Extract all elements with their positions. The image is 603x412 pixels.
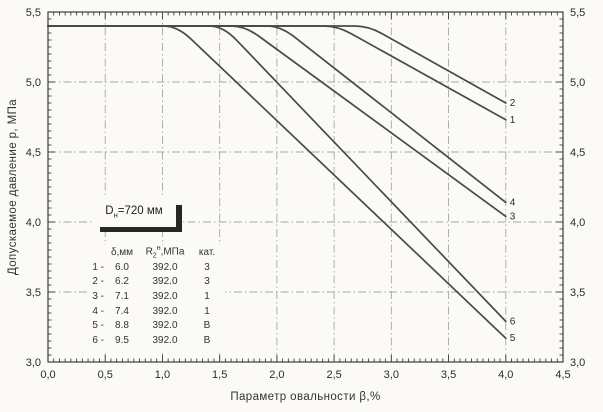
y-tick-label-right: 5,0 [570,77,585,89]
y-tick-label-left: 3,5 [26,287,41,299]
legend-cell: 1 [204,305,210,317]
tick-labels: 0,0 0,5 1,0 1,5 2,0 2,5 3,0 3,5 4,0 4,53,0 3,03,5 3… [26,7,586,381]
y-axis-title: Допускаемое давление p, МПа [7,98,19,276]
legend-header-delta: δ,мм [110,247,134,258]
legend-header-resistance: R2н,МПа [145,245,185,260]
y-tick-label-right: 5,5 [570,7,585,19]
legend-cell: 3 [204,261,210,273]
legend-table-row: 3 - 7.1 392.0 1 [88,289,221,304]
x-tick-label: 1,5 [212,369,227,381]
legend-table-row: 4 - 7.4 392.0 1 [88,304,221,319]
legend-cell: 9.5 [115,334,129,346]
legend-cell: 392.0 [152,290,178,302]
curve-4 [47,25,507,204]
x-tick-label: 4,0 [498,369,513,381]
y-tick-label-left: 3,0 [26,357,41,369]
x-tick-label: 1,0 [155,369,170,381]
legend-cell: 6.2 [115,276,129,288]
diameter-label: Dн=720 мм [105,205,163,220]
y-tick-label-right: 4,5 [570,147,585,159]
curves [47,25,507,340]
legend-cell: 1 - [92,261,104,273]
curve-label-2: 2 [510,98,516,109]
curve-end-labels: 1 2 3 4 5 6 [510,98,516,344]
legend-cell: 6 - [92,334,104,346]
legend-cell: 4 - [92,305,104,317]
curve-2 [47,25,507,104]
legend-cell: 392.0 [152,261,178,273]
curve-6 [47,25,507,323]
x-tick-label: 2,5 [326,369,341,381]
y-tick-label-right: 3,5 [570,287,585,299]
legend-cell: 392.0 [152,320,178,332]
legend-table-row: 1 - 6.0 392.0 3 [88,260,221,275]
x-tick-label: 0,0 [40,369,55,381]
legend-cell: 392.0 [152,334,178,346]
legend-table-row: 2 - 6.2 392.0 3 [88,275,221,290]
legend-cell: 3 - [92,290,104,302]
legend-table-header: δ,мм R2н,МПа кат. [88,245,221,260]
y-tick-label-left: 4,0 [26,217,41,229]
x-tick-label: 3,5 [441,369,456,381]
y-tick-label-left: 4,5 [26,147,41,159]
curve-label-1: 1 [510,115,516,126]
x-tick-label: 3,0 [384,369,399,381]
legend-cell: 7.4 [115,305,129,317]
curve-label-4: 4 [510,197,516,208]
legend-cell: 3 [204,276,210,288]
legend-cell: 392.0 [152,305,178,317]
legend-cell: 392.0 [152,276,178,288]
legend-table-row: 5 - 8.8 392.0 В [88,318,221,333]
legend-table-row: 6 - 9.5 392.0 В [88,333,221,348]
x-axis-title: Параметр овальности β,% [230,391,381,403]
legend-table: δ,мм R2н,МПа кат. 1 - 6.0 392.0 3 2 - 6.2 392.… [88,245,225,351]
x-tick-label: 0,5 [98,369,113,381]
legend-table-rows: 1 - 6.0 392.0 3 2 - 6.2 392.0 3 3 - 7.1 392.0 1 4 - 7… [88,260,221,348]
legend-cell: 5 - [92,320,104,332]
x-tick-label: 2,0 [269,369,284,381]
y-tick-label-right: 3,0 [570,357,585,369]
legend-cell: 8.8 [115,320,129,332]
diameter-annotation-box: Dн=720 мм [92,198,176,227]
y-tick-label-right: 4,0 [570,217,585,229]
legend-cell: 6.0 [115,261,129,273]
legend-cell: 2 - [92,276,104,288]
curve-label-3: 3 [510,211,516,222]
curve-label-6: 6 [510,316,516,327]
legend-cell: В [203,334,211,346]
y-tick-label-left: 5,0 [26,77,41,89]
curve-label-5: 5 [510,333,516,344]
y-tick-label-left: 5,5 [26,7,41,19]
axis-ticks [47,11,564,363]
legend-header-category: кат. [198,247,216,258]
legend-cell: 1 [204,290,210,302]
x-tick-label: 4,5 [555,369,570,381]
legend-cell: 7.1 [115,290,129,302]
legend-cell: В [203,320,211,332]
